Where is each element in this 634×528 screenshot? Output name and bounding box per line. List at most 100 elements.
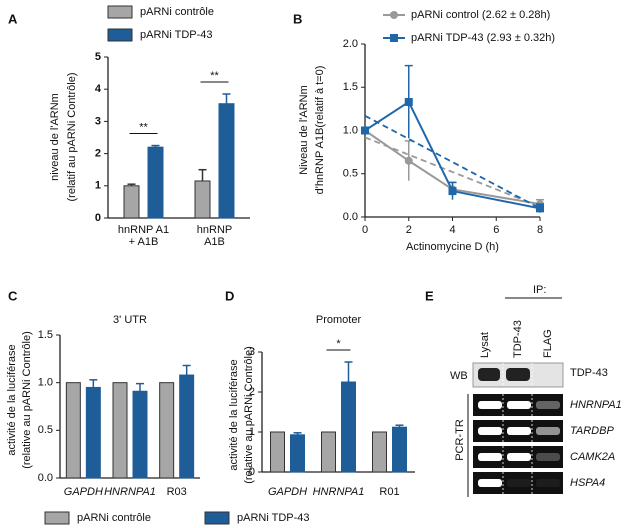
wb-label: WB <box>450 370 468 382</box>
x-axis-label: Actinomycine D (h) <box>406 241 499 253</box>
y-tick-label: 0.5 <box>38 424 53 436</box>
bar <box>392 426 407 473</box>
y-tick-label: 1.0 <box>343 124 358 136</box>
series-line <box>364 100 541 210</box>
y-tick-label: 2 <box>95 148 101 160</box>
y-axis-label: activité de la luciférase <box>6 344 18 455</box>
x-tick-label: R03 <box>166 486 187 498</box>
y-tick-label: 0.5 <box>343 168 358 180</box>
panel-label: D <box>225 288 234 303</box>
x-tick-label: HNRNPA1 <box>312 486 365 498</box>
point <box>536 204 544 213</box>
x-tick-label: HNRNPA1 <box>104 486 156 498</box>
point <box>404 156 413 165</box>
significance-label: ** <box>139 121 148 133</box>
legend-label: pARNi TDP-43 (2.93 ± 0.32h) <box>411 32 555 44</box>
chart-title: Promoter <box>316 314 362 326</box>
y-axis-label: (relative au pARNi Contrôle) <box>243 346 255 484</box>
y-tick-label: 3 <box>95 115 101 127</box>
pcr-band <box>536 427 560 435</box>
legend-label: pARNi control (2.62 ± 0.28h) <box>411 9 550 21</box>
y-tick-label: 1 <box>95 180 101 192</box>
legend-swatch <box>204 511 230 525</box>
x-tick-label: 6 <box>493 224 499 236</box>
legend-label: pARNi TDP-43 <box>140 29 213 41</box>
bar <box>194 180 211 219</box>
bar <box>123 185 140 219</box>
y-tick-label: 1.5 <box>38 329 53 341</box>
y-tick-label: 1.5 <box>343 81 358 93</box>
legend-marker <box>390 34 398 42</box>
pcr-band <box>507 427 531 435</box>
x-tick-label: GAPDH <box>63 486 103 498</box>
bar <box>290 434 305 473</box>
x-tick-label: 8 <box>537 224 543 236</box>
y-tick-label: 0 <box>249 466 255 478</box>
pcr-band <box>478 427 502 435</box>
x-tick-label: hnRNP A1B <box>196 224 233 248</box>
pcr-band <box>536 479 560 487</box>
y-tick-label: 3 <box>249 346 255 358</box>
legend-label: pARNi TDP-43 <box>237 512 310 524</box>
series-line <box>364 129 541 206</box>
bar <box>341 381 356 473</box>
y-tick-label: 2 <box>249 386 255 398</box>
y-tick-label: 5 <box>95 51 101 63</box>
wb-band <box>478 368 500 381</box>
pcr-band <box>478 401 502 409</box>
x-tick-label: 4 <box>449 224 455 236</box>
pcr-band <box>478 479 502 487</box>
panel-label: A <box>8 11 18 26</box>
point <box>361 126 369 135</box>
gene-label: HNRNPA1 <box>570 399 622 411</box>
lane-label: Lysat <box>479 332 491 358</box>
pcr-gel <box>473 472 563 494</box>
chart-title: 3' UTR <box>113 314 147 326</box>
y-tick-label: 2.0 <box>343 38 358 50</box>
y-tick-label: 0 <box>95 212 101 224</box>
ip-label: IP: <box>533 284 546 296</box>
bar <box>270 431 285 473</box>
point <box>448 187 457 196</box>
bar <box>65 382 81 479</box>
panel-label: B <box>293 11 302 26</box>
fit-line <box>364 136 541 208</box>
y-tick-label: 0.0 <box>38 472 53 484</box>
pcr-band <box>507 453 531 461</box>
y-axis-label: activité de la luciférase <box>228 359 240 470</box>
y-tick-label: 4 <box>95 83 102 95</box>
significance-label: * <box>336 338 341 350</box>
pcr-band <box>536 401 560 409</box>
legend-label: pARNi contrôle <box>77 512 151 524</box>
significance-label: ** <box>210 70 219 82</box>
lane-label: TDP-43 <box>512 320 524 358</box>
pcr-band <box>536 453 560 461</box>
wb-target: TDP-43 <box>570 367 608 379</box>
x-tick-label: hnRNP A1 + A1B <box>117 224 170 248</box>
bar <box>321 431 336 473</box>
pcr-band <box>507 479 531 487</box>
legend-swatch <box>44 511 70 525</box>
pcr-label: PCR-TR <box>454 419 466 461</box>
legend-label: pARNi contrôle <box>140 6 214 18</box>
fit-line <box>364 114 541 210</box>
bar <box>372 431 387 473</box>
y-tick-label: 0.0 <box>343 211 358 223</box>
gene-label: HSPA4 <box>570 477 605 489</box>
y-axis-label: niveau de l'ARNm <box>49 93 61 181</box>
y-tick-label: 1 <box>249 426 255 438</box>
x-tick-label: GAPDH <box>267 486 308 498</box>
pcr-band <box>507 401 531 409</box>
bar <box>218 103 235 219</box>
x-tick-label: 2 <box>406 224 412 236</box>
gene-label: TARDBP <box>570 425 614 437</box>
y-tick-label: 1.0 <box>38 377 53 389</box>
x-tick-label: 0 <box>362 224 368 236</box>
y-axis-label: d'hnRNP A1B(relatif à t=0) <box>314 66 326 195</box>
panel-label: C <box>8 288 18 303</box>
legend-swatch <box>107 28 133 42</box>
bar <box>85 386 101 479</box>
point <box>404 97 413 106</box>
